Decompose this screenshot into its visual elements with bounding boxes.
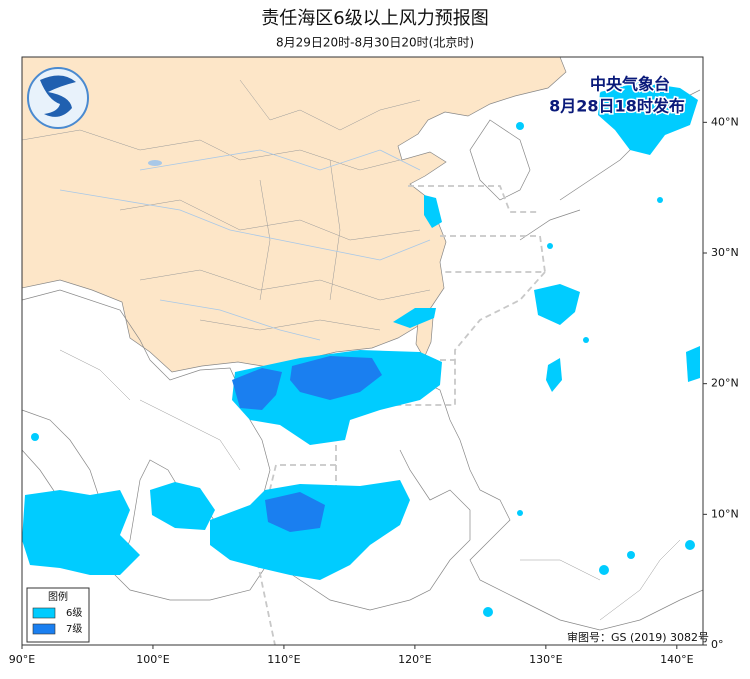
y-tick-label: 40°N <box>711 115 739 128</box>
wind-6-areas <box>22 82 700 617</box>
legend-swatch <box>32 607 56 619</box>
wind-area <box>547 243 553 249</box>
wind-area <box>657 197 663 203</box>
wind-area <box>598 82 698 155</box>
wind-area <box>483 607 493 617</box>
wind-area <box>686 346 700 382</box>
wind-area <box>517 510 523 516</box>
wind-area <box>290 356 382 400</box>
x-tick-label: 110°E <box>267 653 300 666</box>
map-title: 责任海区6级以上风力预报图 <box>261 8 488 29</box>
legend-label: 6级 <box>66 607 82 619</box>
map-subtitle: 8月29日20时-8月30日20时(北京时) <box>276 36 474 50</box>
x-tick-label: 90°E <box>9 653 35 666</box>
wind-area <box>516 122 524 130</box>
y-tick-label: 20°N <box>711 377 739 390</box>
wind-area <box>424 195 442 228</box>
x-tick-label: 130°E <box>529 653 562 666</box>
legend-title: 图例 <box>48 590 68 603</box>
wind-7-areas <box>232 356 382 532</box>
map-area: 中央气象台 8月28日18时发布 审图号：GS (2019) 3082号 图例 … <box>21 56 709 646</box>
legend-swatch <box>32 623 56 635</box>
x-tick-label: 140°E <box>660 653 693 666</box>
issue-time: 8月28日18时发布 <box>549 97 685 116</box>
issuer: 中央气象台 <box>590 75 670 94</box>
wind-area <box>31 433 39 441</box>
y-tick-label: 0° <box>711 638 724 651</box>
x-tick-label: 120°E <box>398 653 431 666</box>
wind-area <box>627 551 635 559</box>
cma-logo <box>27 67 89 129</box>
land-china <box>21 56 567 373</box>
wind-area <box>232 368 282 410</box>
wind-area <box>22 490 140 575</box>
y-tick-label: 10°N <box>711 507 739 520</box>
wind-area <box>534 284 580 325</box>
wind-area <box>583 337 589 343</box>
wind-area <box>210 480 410 580</box>
wind-area <box>599 565 609 575</box>
legend-label: 7级 <box>66 623 82 635</box>
x-tick-label: 100°E <box>136 653 169 666</box>
approval-number: 审图号：GS (2019) 3082号 <box>567 630 709 644</box>
wind-area <box>393 308 436 328</box>
legend: 图例 6级 7级 <box>26 587 90 643</box>
y-tick-label: 30°N <box>711 246 739 259</box>
lake <box>148 160 162 166</box>
wind-area <box>265 492 325 532</box>
wind-area <box>546 358 562 392</box>
wind-area <box>685 540 695 550</box>
map-frame <box>21 56 704 646</box>
wind-area <box>150 482 215 530</box>
